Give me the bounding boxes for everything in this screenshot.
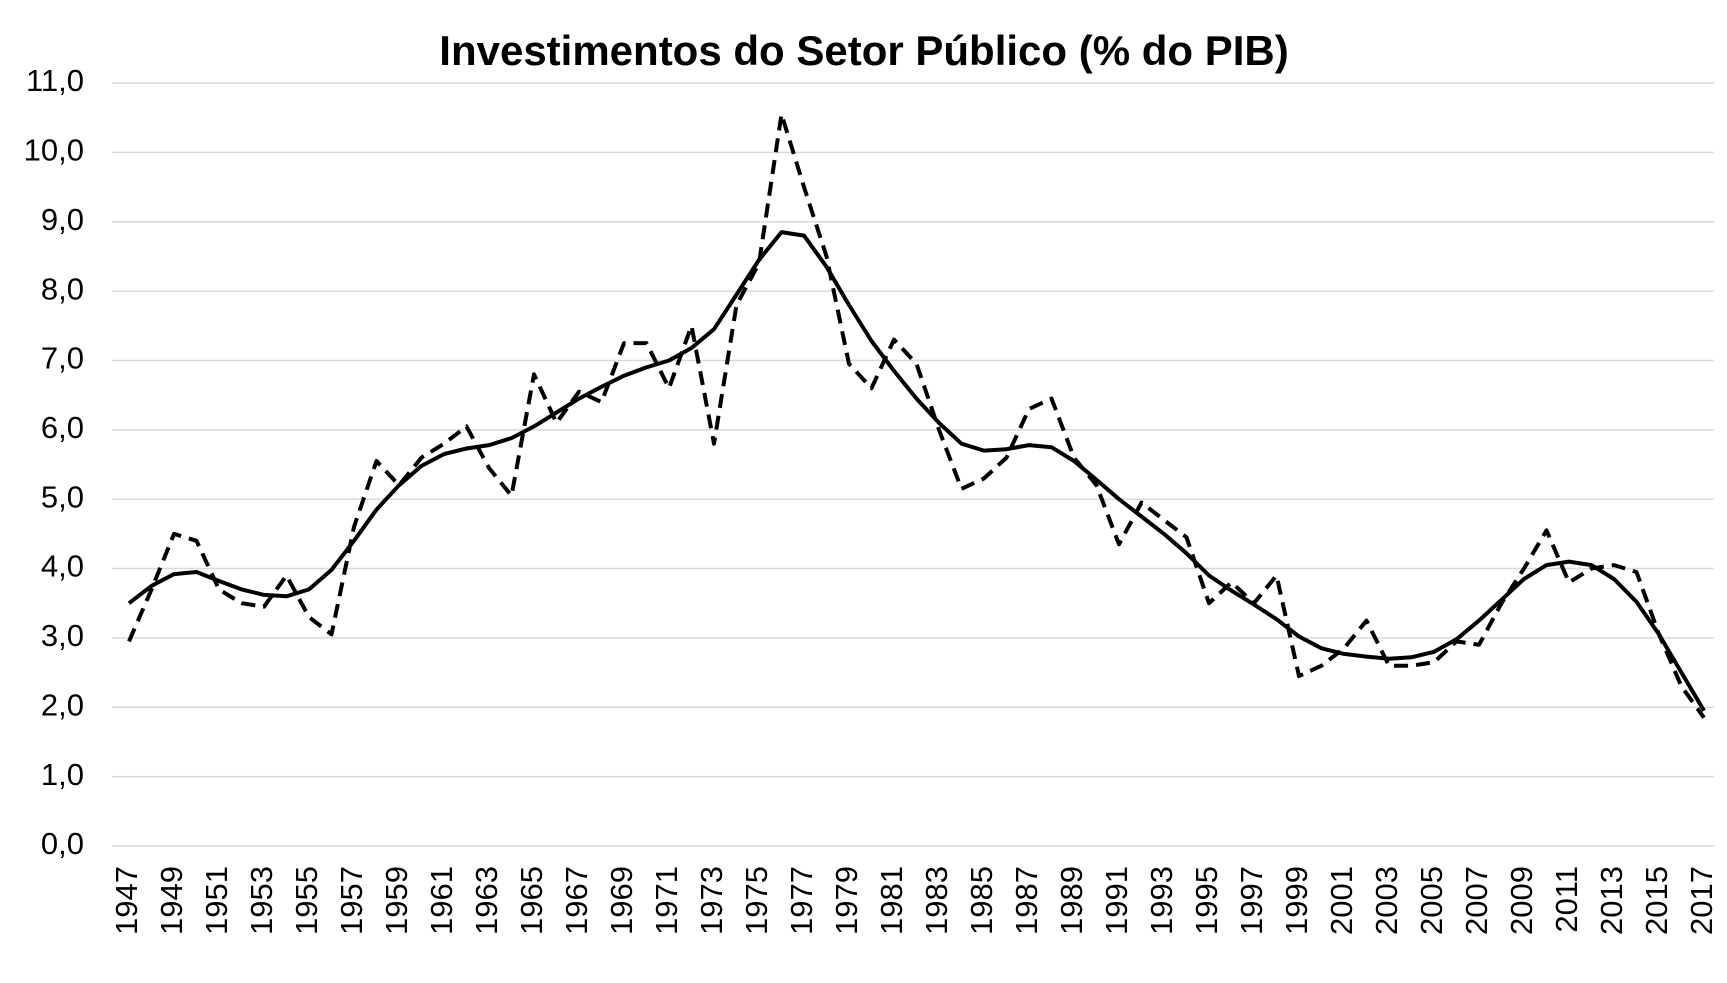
x-tick-label: 1949: [154, 866, 189, 935]
x-tick-label: 1959: [379, 866, 414, 935]
x-tick-label: 1969: [604, 866, 639, 935]
x-tick-label: 2007: [1459, 866, 1494, 935]
x-tick-label: 1979: [829, 866, 864, 935]
series-line: [127, 112, 1706, 719]
x-tick-label: 1999: [1279, 866, 1314, 935]
x-tick-label: 2005: [1414, 866, 1449, 935]
x-tick-label: 1991: [1099, 866, 1134, 935]
x-tick-label: 2017: [1684, 866, 1719, 935]
y-tick-label: 5,0: [41, 479, 84, 514]
x-tick-label: 1975: [739, 866, 774, 935]
x-tick-label: 1973: [694, 866, 729, 935]
chart-title: Investimentos do Setor Público (% do PIB…: [439, 27, 1288, 74]
x-tick-label: 2001: [1324, 866, 1359, 935]
x-tick-label: 1967: [559, 866, 594, 935]
y-tick-label: 6,0: [41, 410, 84, 445]
x-tick-label: 1977: [784, 866, 819, 935]
y-tick-label: 10,0: [24, 133, 84, 168]
y-tick-label: 9,0: [41, 202, 84, 237]
x-tick-label: 2003: [1369, 866, 1404, 935]
x-tick-label: 1983: [919, 866, 954, 935]
x-tick-label: 2009: [1504, 866, 1539, 935]
y-tick-label: 11,0: [26, 63, 84, 98]
y-tick-label: 7,0: [41, 341, 84, 376]
x-tick-label: 1995: [1189, 866, 1224, 935]
x-tick-label: 1971: [649, 866, 684, 935]
x-tick-label: 1989: [1054, 866, 1089, 935]
y-tick-label: 8,0: [41, 271, 84, 306]
y-tick-label: 3,0: [41, 618, 84, 653]
x-tick-label: 1957: [334, 866, 369, 935]
x-tick-label: 1987: [1009, 866, 1044, 935]
x-tick-label: 1993: [1144, 866, 1179, 935]
y-tick-label: 1,0: [41, 757, 84, 792]
x-tick-label: 2015: [1639, 866, 1674, 935]
x-tick-label: 1965: [514, 866, 549, 935]
y-tick-label: 4,0: [41, 549, 84, 584]
x-tick-label: 1947: [109, 866, 144, 935]
x-tick-label: 1955: [289, 866, 324, 935]
x-tick-label: 1981: [874, 866, 909, 935]
x-tick-label: 1963: [469, 866, 504, 935]
x-tick-label: 1985: [964, 866, 999, 935]
x-tick-label: 1997: [1234, 866, 1269, 935]
x-tick-label: 1951: [199, 866, 234, 935]
y-tick-label: 0,0: [41, 826, 84, 861]
x-tick-label: 2011: [1549, 866, 1584, 933]
y-tick-label: 2,0: [41, 687, 84, 722]
x-tick-label: 1953: [244, 866, 279, 935]
x-tick-label: 1961: [424, 866, 459, 935]
x-tick-label: 2013: [1594, 866, 1629, 935]
series-line: [127, 230, 1706, 712]
